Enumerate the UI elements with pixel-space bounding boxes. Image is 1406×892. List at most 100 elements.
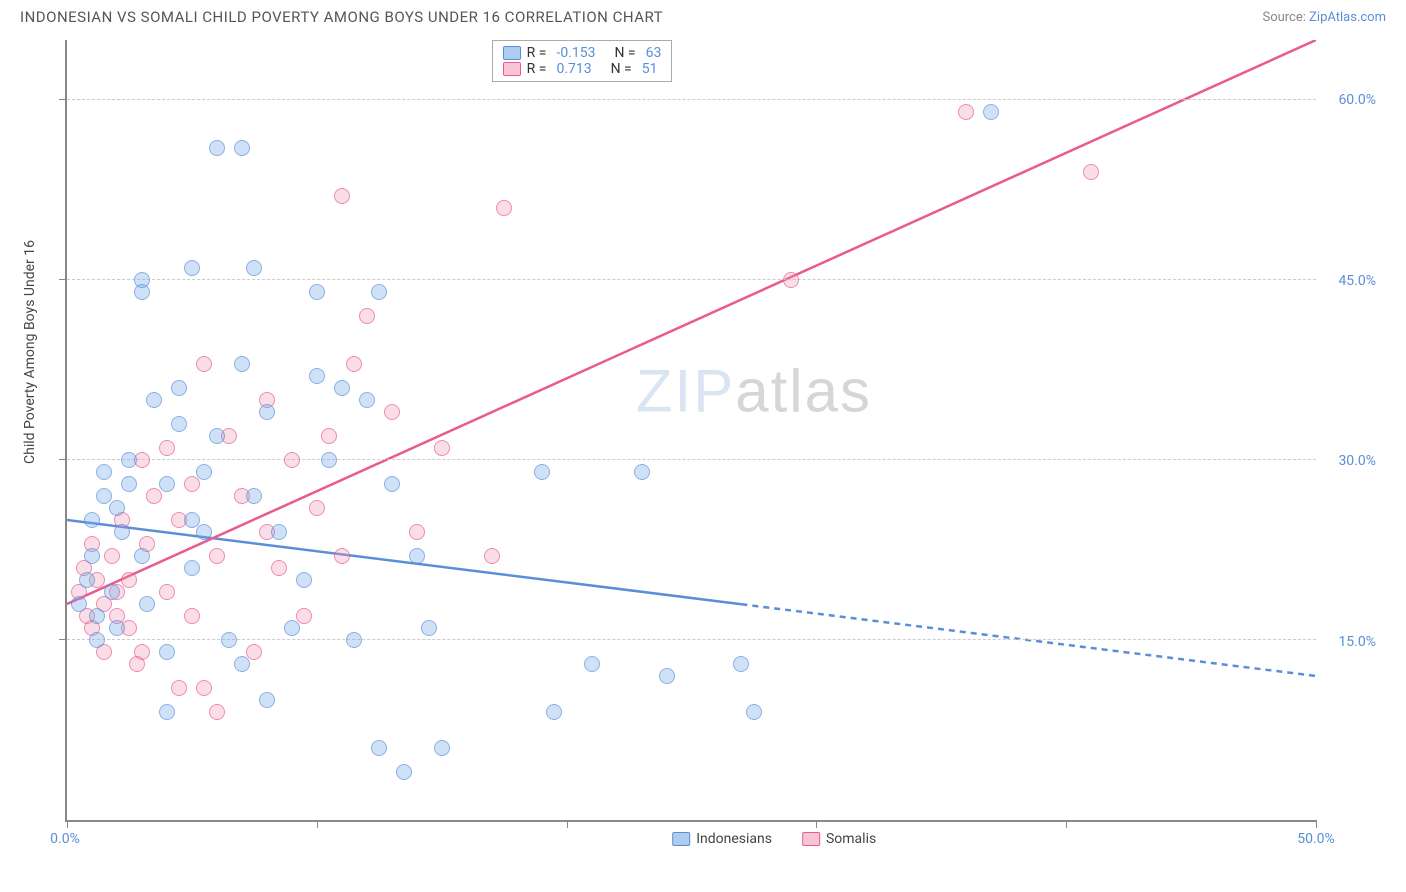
data-point-blue bbox=[983, 104, 999, 120]
watermark: ZIPatlas bbox=[636, 357, 872, 426]
data-point-blue bbox=[79, 572, 95, 588]
data-point-blue bbox=[346, 632, 362, 648]
data-point-pink bbox=[146, 488, 162, 504]
data-point-pink bbox=[434, 440, 450, 456]
legend-row-blue: R = -0.153 N = 63 bbox=[503, 45, 662, 61]
data-point-pink bbox=[271, 560, 287, 576]
source-attribution: Source: ZipAtlas.com bbox=[1262, 10, 1386, 25]
data-point-blue bbox=[634, 464, 650, 480]
pink-r-value: 0.713 bbox=[556, 61, 591, 77]
data-point-blue bbox=[196, 464, 212, 480]
data-point-pink bbox=[958, 104, 974, 120]
data-point-blue bbox=[159, 644, 175, 660]
data-point-blue bbox=[271, 524, 287, 540]
data-point-pink bbox=[121, 572, 137, 588]
data-point-blue bbox=[284, 620, 300, 636]
source-prefix: Source: bbox=[1262, 10, 1309, 25]
gridline-h bbox=[67, 279, 1316, 280]
legend-swatch-blue bbox=[672, 832, 690, 846]
data-point-blue bbox=[146, 392, 162, 408]
data-point-blue bbox=[246, 260, 262, 276]
trend-line bbox=[67, 40, 1316, 604]
plot-area: ZIPatlas R = -0.153 N = 63 R = 0.713 N =… bbox=[65, 40, 1316, 822]
data-point-pink bbox=[196, 356, 212, 372]
tick-v bbox=[1316, 820, 1317, 828]
data-point-blue bbox=[209, 428, 225, 444]
data-point-blue bbox=[96, 464, 112, 480]
watermark-zip: ZIP bbox=[636, 358, 735, 425]
data-point-blue bbox=[359, 392, 375, 408]
data-point-blue bbox=[409, 548, 425, 564]
data-point-blue bbox=[109, 500, 125, 516]
legend-swatch-pink bbox=[503, 62, 521, 76]
series-legend: Indonesians Somalis bbox=[672, 831, 876, 847]
tick-h bbox=[59, 279, 67, 280]
trend-lines bbox=[67, 40, 1316, 820]
tick-v bbox=[1066, 820, 1067, 828]
gridline-h bbox=[67, 459, 1316, 460]
data-point-blue bbox=[209, 140, 225, 156]
data-point-blue bbox=[184, 560, 200, 576]
data-point-pink bbox=[384, 404, 400, 420]
data-point-blue bbox=[104, 584, 120, 600]
source-link[interactable]: ZipAtlas.com bbox=[1309, 10, 1386, 25]
data-point-pink bbox=[409, 524, 425, 540]
data-point-blue bbox=[184, 512, 200, 528]
data-point-blue bbox=[234, 656, 250, 672]
data-point-blue bbox=[89, 608, 105, 624]
data-point-blue bbox=[159, 704, 175, 720]
tick-v bbox=[816, 820, 817, 828]
chart-title: INDONESIAN VS SOMALI CHILD POVERTY AMONG… bbox=[20, 8, 663, 26]
data-point-blue bbox=[733, 656, 749, 672]
trend-line bbox=[741, 604, 1316, 676]
data-point-blue bbox=[434, 740, 450, 756]
data-point-blue bbox=[234, 356, 250, 372]
data-point-blue bbox=[584, 656, 600, 672]
data-point-blue bbox=[296, 572, 312, 588]
data-point-blue bbox=[134, 548, 150, 564]
data-point-pink bbox=[196, 680, 212, 696]
data-point-pink bbox=[171, 680, 187, 696]
y-axis-title: Child Poverty Among Boys Under 16 bbox=[22, 240, 38, 464]
data-point-pink bbox=[184, 476, 200, 492]
tick-h bbox=[59, 639, 67, 640]
data-point-blue bbox=[184, 260, 200, 276]
y-tick-label: 45.0% bbox=[1338, 273, 1376, 289]
data-point-blue bbox=[421, 620, 437, 636]
data-point-pink bbox=[159, 440, 175, 456]
blue-n-value: 63 bbox=[646, 45, 662, 61]
gridline-h bbox=[67, 639, 1316, 640]
chart-header: INDONESIAN VS SOMALI CHILD POVERTY AMONG… bbox=[0, 0, 1406, 30]
data-point-blue bbox=[371, 740, 387, 756]
y-tick-label: 60.0% bbox=[1338, 92, 1376, 108]
data-point-blue bbox=[309, 284, 325, 300]
legend-swatch-pink bbox=[802, 832, 820, 846]
data-point-pink bbox=[783, 272, 799, 288]
legend-label-pink: Somalis bbox=[826, 831, 876, 847]
legend-item-indonesians: Indonesians bbox=[672, 831, 772, 847]
data-point-blue bbox=[534, 464, 550, 480]
data-point-pink bbox=[309, 500, 325, 516]
data-point-blue bbox=[71, 596, 87, 612]
tick-h bbox=[59, 459, 67, 460]
data-point-blue bbox=[309, 368, 325, 384]
data-point-blue bbox=[234, 140, 250, 156]
data-point-blue bbox=[84, 512, 100, 528]
data-point-pink bbox=[129, 656, 145, 672]
watermark-atlas: atlas bbox=[735, 358, 872, 425]
data-point-blue bbox=[196, 524, 212, 540]
r-label: R = bbox=[527, 61, 547, 77]
data-point-pink bbox=[184, 608, 200, 624]
blue-r-value: -0.153 bbox=[556, 45, 595, 61]
data-point-pink bbox=[496, 200, 512, 216]
gridline-h bbox=[67, 99, 1316, 100]
data-point-pink bbox=[104, 548, 120, 564]
data-point-blue bbox=[109, 620, 125, 636]
data-point-blue bbox=[171, 416, 187, 432]
data-point-blue bbox=[659, 668, 675, 684]
x-tick-label: 50.0% bbox=[1297, 831, 1335, 847]
data-point-blue bbox=[334, 380, 350, 396]
legend-label-blue: Indonesians bbox=[696, 831, 772, 847]
data-point-blue bbox=[89, 632, 105, 648]
data-point-pink bbox=[284, 452, 300, 468]
